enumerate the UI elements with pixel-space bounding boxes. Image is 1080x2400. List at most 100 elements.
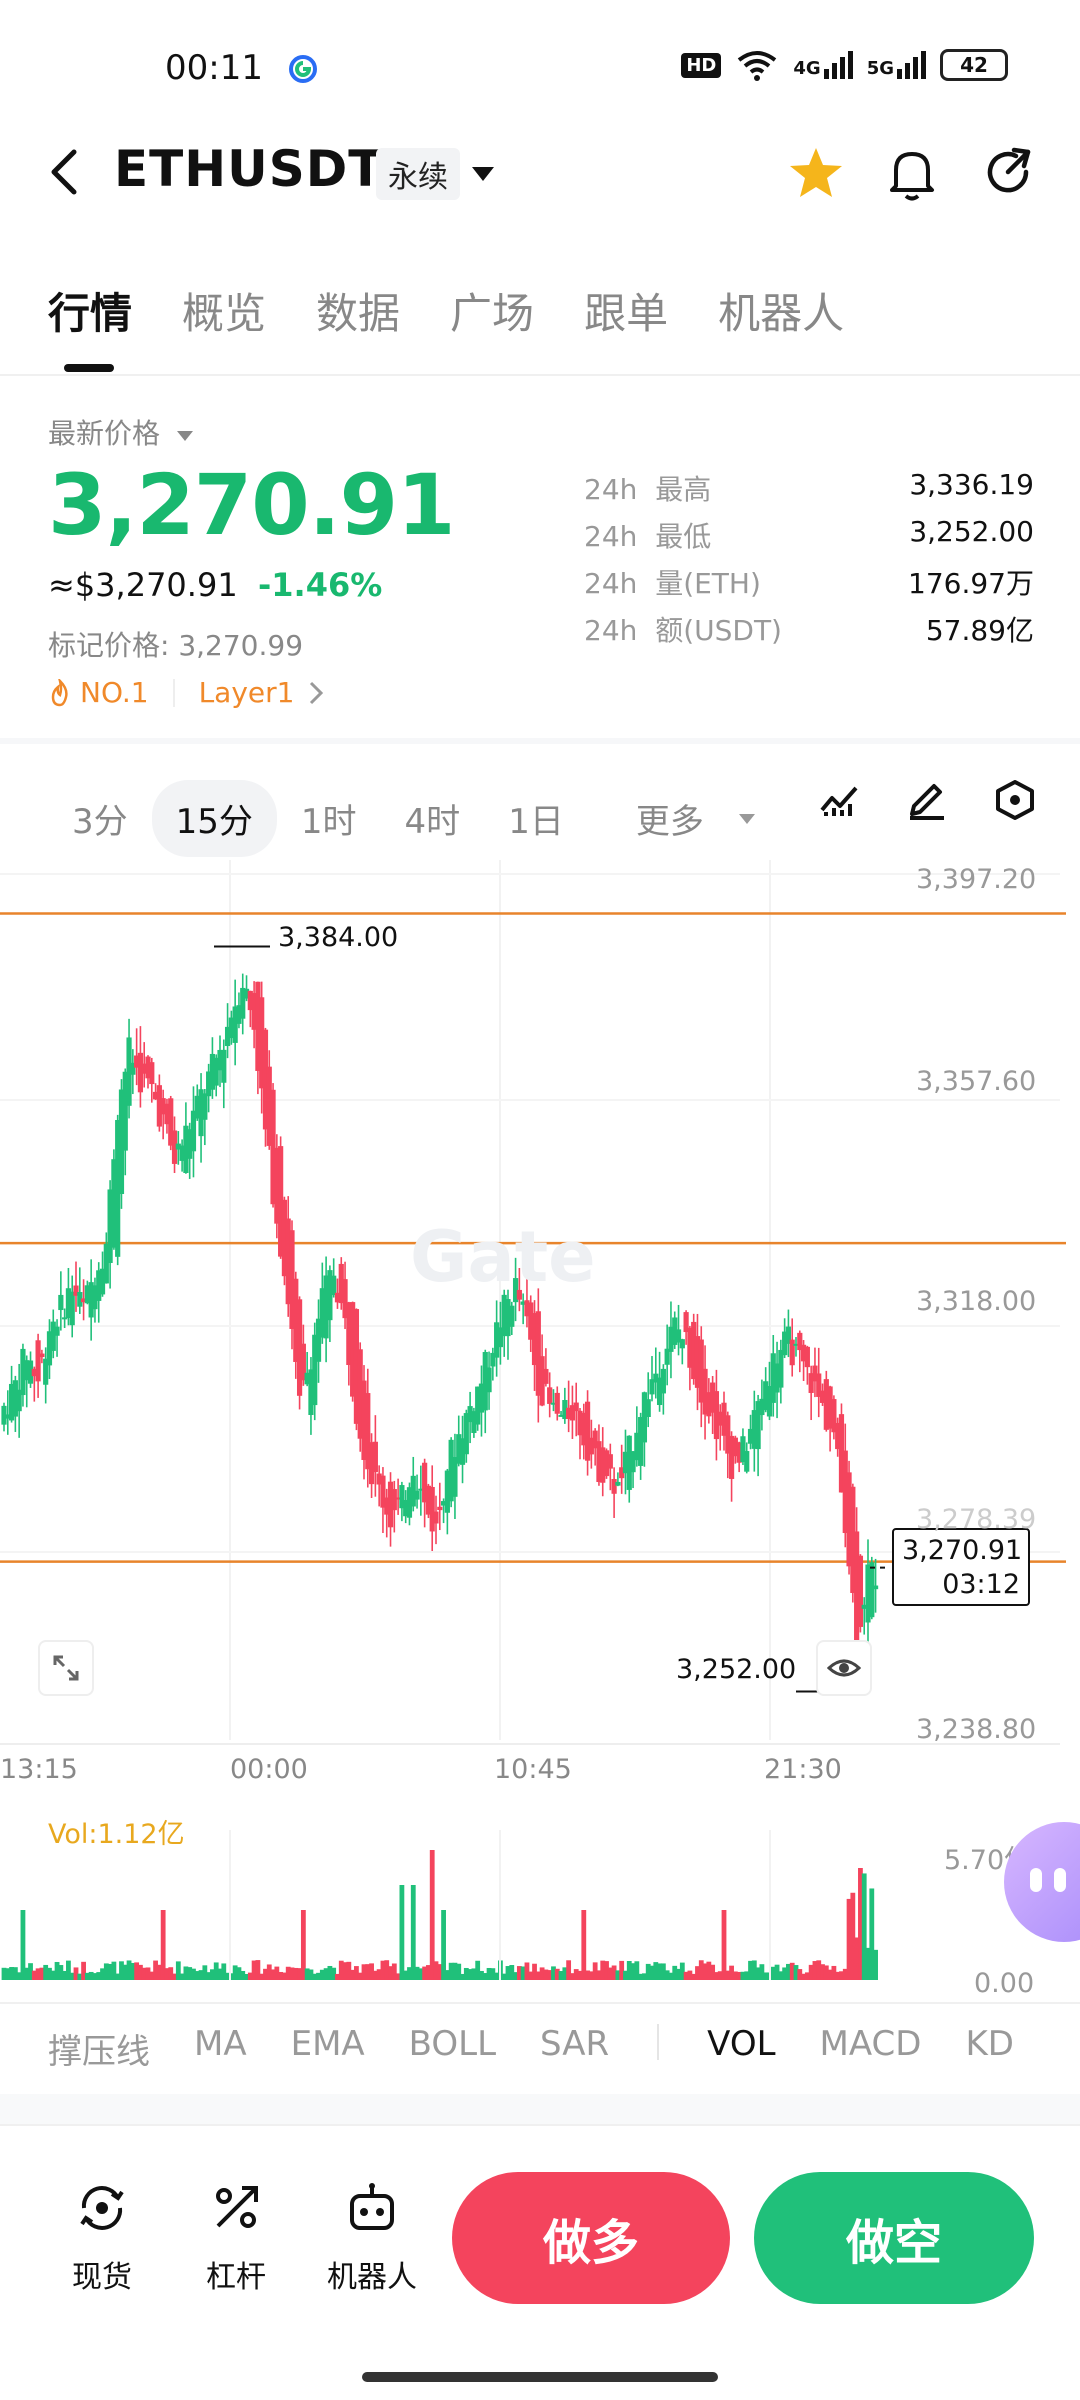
candle — [490, 1352, 496, 1367]
volume-bar — [183, 1966, 189, 1980]
indicator-support-resistance[interactable]: 撑压线 — [48, 2032, 150, 2072]
indicator-vol[interactable]: VOL — [707, 2024, 776, 2064]
volume-bar — [418, 1968, 424, 1980]
stat-value-volume: 176.97万 — [908, 567, 1034, 600]
tab-square[interactable]: 广场 — [450, 289, 535, 338]
tab-copy-trade[interactable]: 跟单 — [584, 289, 669, 338]
candle — [512, 1278, 519, 1303]
candle — [308, 1369, 314, 1415]
interval-4h[interactable]: 4时 — [404, 802, 461, 842]
chevron-right-icon — [310, 681, 324, 704]
candle — [702, 1368, 708, 1415]
candle — [206, 1071, 212, 1097]
candle — [372, 1441, 378, 1473]
candle — [770, 1353, 776, 1403]
caret-down-icon — [176, 431, 193, 441]
indicator-settings-icon[interactable] — [818, 780, 860, 824]
indicator-boll[interactable]: BOLL — [408, 2024, 497, 2064]
interval-more[interactable]: 更多 — [588, 766, 780, 871]
candle — [387, 1481, 394, 1528]
candle — [448, 1439, 454, 1502]
chart-settings-icon[interactable] — [994, 780, 1036, 824]
volume-bar — [797, 1969, 803, 1980]
interval-more-label: 更多 — [635, 802, 704, 842]
interval-15m[interactable]: 15分 — [151, 780, 277, 857]
contract-type-badge[interactable]: 永续 — [376, 148, 460, 200]
latest-price-selector[interactable]: 最新价格 — [48, 412, 195, 452]
tab-data[interactable]: 数据 — [316, 289, 401, 338]
candlestick-chart[interactable] — [0, 860, 1080, 1990]
tag-separator — [172, 678, 175, 707]
candle — [115, 1120, 121, 1257]
candle — [520, 1301, 526, 1305]
candle — [251, 993, 257, 1030]
category-tag[interactable]: Layer1 — [199, 676, 325, 709]
candle — [562, 1400, 568, 1420]
candle — [262, 1029, 269, 1130]
candle — [111, 1159, 117, 1248]
symbol-dropdown-icon[interactable] — [470, 164, 496, 188]
share-icon[interactable] — [982, 146, 1036, 204]
tab-bot[interactable]: 机器人 — [718, 289, 845, 338]
tag-row: NO.1 Layer1 — [48, 676, 324, 709]
indicator-macd[interactable]: MACD — [819, 2024, 922, 2064]
volume-bar — [304, 1968, 310, 1980]
interval-3m[interactable]: 3分 — [72, 802, 128, 842]
indicator-ema[interactable]: EMA — [290, 2024, 365, 2064]
alert-bell-icon[interactable] — [886, 146, 938, 206]
volume-bar — [391, 1963, 397, 1980]
margin-button[interactable]: 杠杆 — [176, 2180, 296, 2296]
volume-bar — [823, 1965, 829, 1980]
symbol-title[interactable]: ETHUSDT — [114, 140, 384, 198]
volume-bar — [16, 1972, 22, 1980]
candle — [1, 1405, 7, 1425]
volume-bar — [683, 1971, 689, 1980]
volume-bar — [513, 1972, 518, 1980]
interval-1d[interactable]: 1日 — [508, 802, 564, 842]
bot-button[interactable]: 机器人 — [312, 2180, 432, 2296]
volume-bar — [73, 1967, 79, 1980]
volume-bar — [194, 1971, 200, 1980]
draw-tool-icon[interactable] — [906, 780, 948, 824]
volume-bar — [119, 1961, 124, 1980]
volume-bar — [221, 1963, 227, 1980]
tab-market[interactable]: 行情 — [48, 289, 133, 338]
fullscreen-button[interactable] — [38, 1640, 94, 1696]
rank-tag[interactable]: NO.1 — [48, 676, 149, 709]
visibility-toggle[interactable] — [816, 1640, 872, 1696]
indicator-sar[interactable]: SAR — [540, 2024, 610, 2064]
candle — [134, 1055, 140, 1068]
stat-period: 24h — [584, 473, 638, 506]
tab-overview[interactable]: 概览 — [182, 289, 267, 338]
volume-bar — [88, 1971, 94, 1980]
current-price-box[interactable]: 3,270.91 03:12 — [892, 1528, 1030, 1606]
chart-watermark: Gate — [410, 1216, 596, 1298]
stat-row-turnover: 24h 额(USDT) 57.89亿 — [584, 609, 1034, 656]
spot-button[interactable]: 现货 — [42, 2180, 162, 2296]
candle — [274, 1147, 280, 1224]
candle — [797, 1332, 803, 1351]
indicator-ma[interactable]: MA — [194, 2024, 247, 2064]
candle — [24, 1360, 30, 1381]
candle — [319, 1288, 325, 1338]
indicator-kd[interactable]: KD — [965, 2024, 1014, 2064]
candle — [505, 1299, 511, 1337]
volume-bar — [653, 1962, 659, 1980]
candle — [816, 1373, 822, 1397]
favorite-star-icon[interactable] — [788, 146, 844, 204]
back-button[interactable] — [44, 144, 88, 200]
candle — [171, 1130, 178, 1164]
candle — [156, 1085, 162, 1127]
volume-bar — [225, 1972, 230, 1980]
short-button[interactable]: 做空 — [754, 2172, 1034, 2304]
volume-bar — [748, 1960, 753, 1980]
candle — [168, 1098, 174, 1146]
volume-bar — [414, 1966, 420, 1980]
indicator-separator — [657, 2024, 660, 2060]
interval-1h[interactable]: 1时 — [300, 802, 357, 842]
volume-bar — [236, 1967, 242, 1980]
volume-bar — [812, 1961, 818, 1980]
volume-bar — [691, 1973, 697, 1980]
volume-bar — [77, 1973, 83, 1980]
long-button[interactable]: 做多 — [452, 2172, 730, 2304]
